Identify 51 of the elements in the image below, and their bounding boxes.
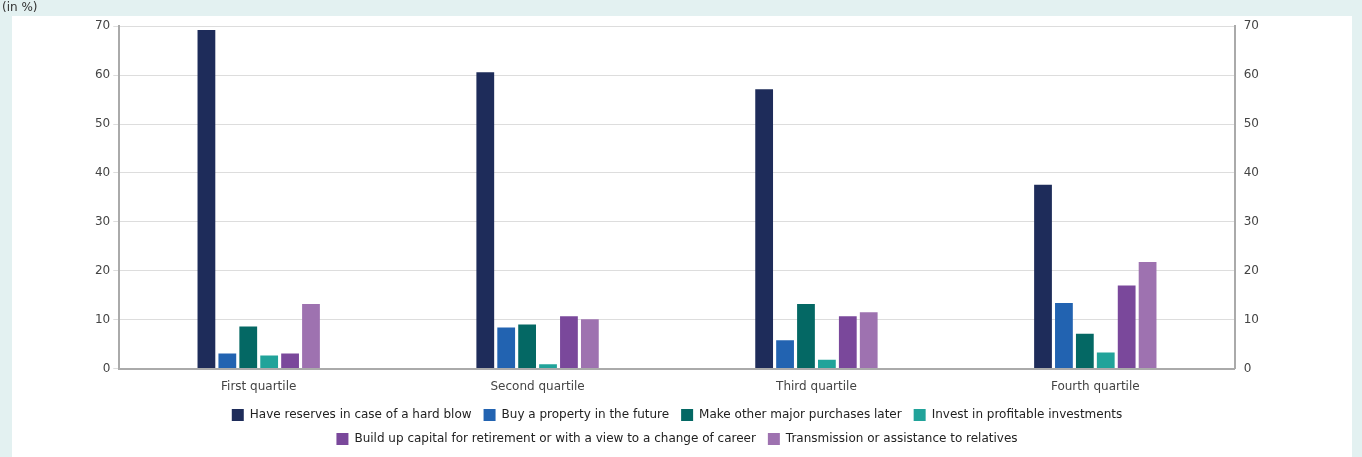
bar xyxy=(497,327,516,369)
y2-tick-label: 60 xyxy=(1243,67,1260,82)
bar xyxy=(797,304,815,369)
bar xyxy=(218,353,237,369)
y2-tick-label: 10 xyxy=(1243,311,1260,326)
y2-tick-label: 50 xyxy=(1243,116,1260,131)
bar xyxy=(1117,285,1136,369)
legend-label: Buy a property in the future xyxy=(501,407,670,422)
bar xyxy=(838,316,857,369)
y2-tick-label: 40 xyxy=(1243,165,1260,180)
y-tick-label: 10 xyxy=(94,311,111,326)
legend-label: Build up capital for retirement or with a view to a change of career xyxy=(354,431,756,446)
y2-tick-label: 30 xyxy=(1243,213,1260,228)
legend-label: Invest in profitable investments xyxy=(931,407,1123,422)
legend-label: Transmission or assistance to relatives xyxy=(784,431,1018,446)
bar xyxy=(476,72,495,369)
bar xyxy=(560,316,578,369)
x-tick-label: Fourth quartile xyxy=(1050,378,1140,393)
y-tick-label: 40 xyxy=(94,165,111,180)
y-tick-label: 20 xyxy=(94,262,111,277)
y-tick-label: 30 xyxy=(94,213,111,228)
bar xyxy=(776,340,794,369)
y2-tick-label: 20 xyxy=(1243,262,1260,277)
legend-label: Have reserves in case of a hard blow xyxy=(249,407,472,422)
x-tick-label: Second quartile xyxy=(490,378,585,393)
bar xyxy=(580,319,599,369)
bar xyxy=(1075,333,1094,369)
bar xyxy=(818,359,836,369)
bar xyxy=(281,353,299,369)
x-tick-label: Third quartile xyxy=(775,378,857,393)
bar xyxy=(755,89,774,369)
y-tick-label: 50 xyxy=(94,116,111,131)
legend-label: Make other major purchases later xyxy=(699,407,902,422)
bar xyxy=(539,364,557,369)
y-axis-title: (in %) xyxy=(2,0,38,14)
bar xyxy=(197,30,216,369)
y2-tick-label: 0 xyxy=(1243,360,1252,375)
bar xyxy=(239,326,258,369)
bar xyxy=(1096,352,1115,369)
y2-tick-label: 70 xyxy=(1243,18,1260,33)
y-tick-label: 0 xyxy=(102,360,111,375)
y-tick-label: 60 xyxy=(94,67,111,82)
y-tick-label: 70 xyxy=(94,18,111,33)
bar xyxy=(1055,303,1073,369)
bar xyxy=(518,324,536,369)
bar xyxy=(859,312,878,369)
bar xyxy=(1138,261,1157,369)
x-tick-label: First quartile xyxy=(221,378,297,393)
bar xyxy=(260,355,279,369)
bar xyxy=(1034,184,1052,369)
bar xyxy=(302,304,320,369)
